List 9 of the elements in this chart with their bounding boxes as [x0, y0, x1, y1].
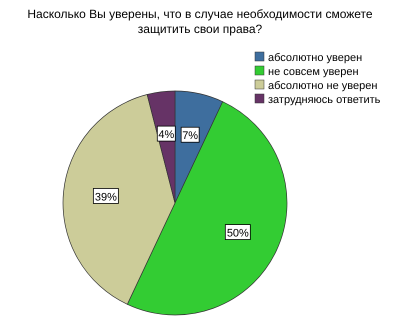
data-label: 50% [226, 228, 250, 240]
data-label: 7% [182, 130, 198, 142]
legend-label: затрудняюсь ответить [268, 94, 381, 106]
data-label: 39% [94, 191, 118, 204]
legend-label: абсолютно уверен [268, 52, 362, 64]
legend-label: не совсем уверен [268, 66, 359, 78]
legend-label: абсолютно не уверен [268, 80, 378, 92]
data-label: 4% [158, 129, 174, 142]
chart-title: Насколько Вы уверены, что в случае необходимости сможете защитить свои права? [27, 7, 373, 36]
